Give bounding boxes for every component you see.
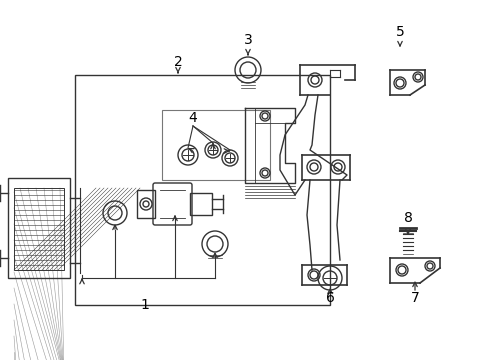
Bar [137, 190, 155, 218]
Bar [75, 75, 330, 305]
Text: 6: 6 [325, 291, 335, 305]
Text: 8: 8 [404, 211, 413, 225]
Bar [190, 193, 212, 215]
Text: 4: 4 [189, 111, 197, 125]
Text: 2: 2 [173, 55, 182, 69]
Bar [14, 188, 64, 270]
Text: 3: 3 [244, 33, 252, 47]
Bar [8, 178, 70, 278]
Text: 7: 7 [411, 291, 419, 305]
Text: 1: 1 [141, 298, 149, 312]
Bar [162, 110, 270, 180]
Text: 5: 5 [395, 25, 404, 39]
